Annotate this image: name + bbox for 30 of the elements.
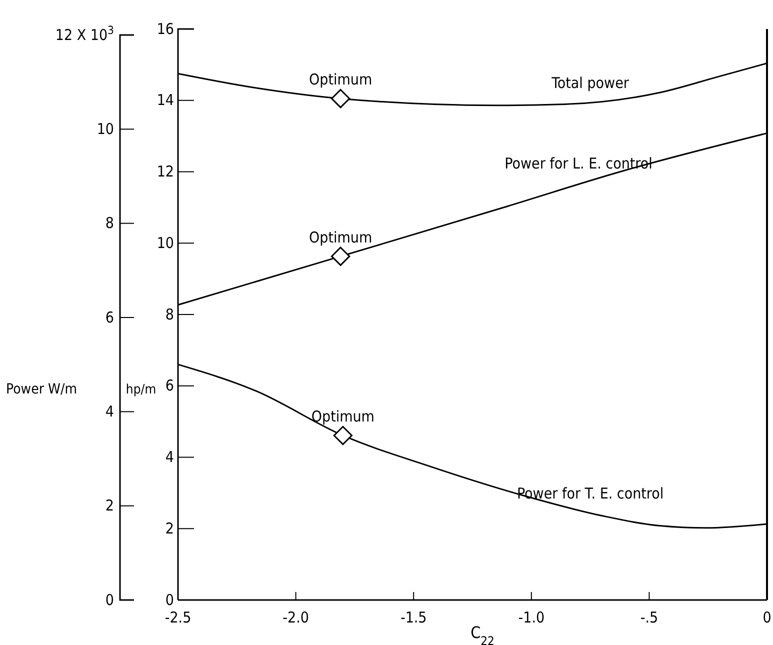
y-tick-label: 4 (165, 448, 174, 466)
x-tick-label: -2.5 (164, 608, 192, 627)
y-tick-label: 8 (165, 305, 174, 324)
x-axis-title: C$_{22}$ (470, 623, 494, 645)
y2-tick-label: 0 (105, 590, 114, 609)
y2-tick-label: 10 (96, 120, 114, 138)
annotation: Power for T. E. control (516, 484, 664, 503)
annotation: Optimum (309, 228, 372, 246)
x-tick-label: -1.5 (400, 608, 427, 627)
y2-axis-title: Power W/m (6, 382, 77, 398)
x-tick-label: -.5 (640, 608, 658, 627)
annotation: Optimum (311, 407, 374, 426)
y-tick-label: 0 (165, 590, 174, 609)
y-tick-label: 12 (156, 162, 174, 181)
x-tick-label: -2.0 (282, 608, 309, 627)
x-tick-label: -1.0 (518, 608, 545, 627)
y-tick-label: 14 (156, 91, 174, 110)
y2-tick-label: 12 X 10$^{3}$ (55, 23, 114, 44)
y-axis-title: hp/m (126, 382, 156, 398)
y-tick-label: 16 (156, 20, 174, 38)
annotation: Optimum (309, 70, 372, 89)
y2-tick-label: 8 (105, 214, 114, 232)
y2-tick-label: 2 (105, 496, 114, 515)
y-tick-label: 2 (165, 519, 174, 538)
annotation: Total power (550, 74, 630, 92)
y-tick-label: 6 (165, 376, 174, 395)
x-tick-label: 0 (762, 608, 772, 627)
y-tick-label: 10 (156, 234, 174, 252)
y2-tick-label: 6 (105, 308, 114, 326)
y2-tick-label: 4 (105, 402, 114, 420)
